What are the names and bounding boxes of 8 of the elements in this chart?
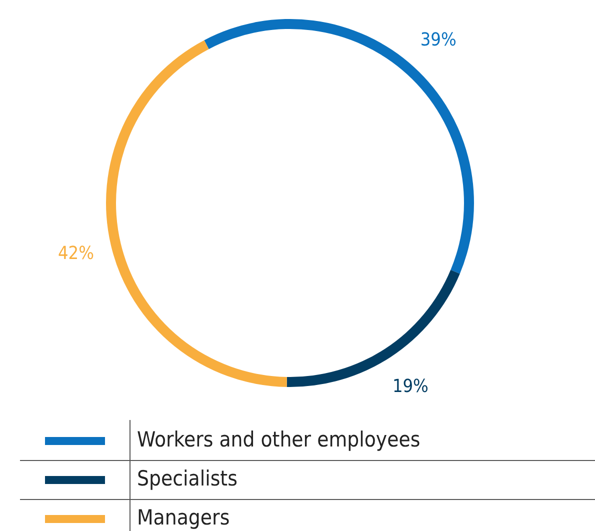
- legend-label: Workers and other employees: [137, 428, 420, 452]
- data-label: 39%: [420, 29, 456, 50]
- legend-label: Managers: [137, 506, 230, 530]
- data-label: 19%: [392, 376, 428, 398]
- donut-slice: [106, 40, 287, 387]
- legend-label: Specialists: [137, 466, 238, 491]
- data-label: 42%: [58, 242, 94, 264]
- donut-slice: [204, 19, 474, 274]
